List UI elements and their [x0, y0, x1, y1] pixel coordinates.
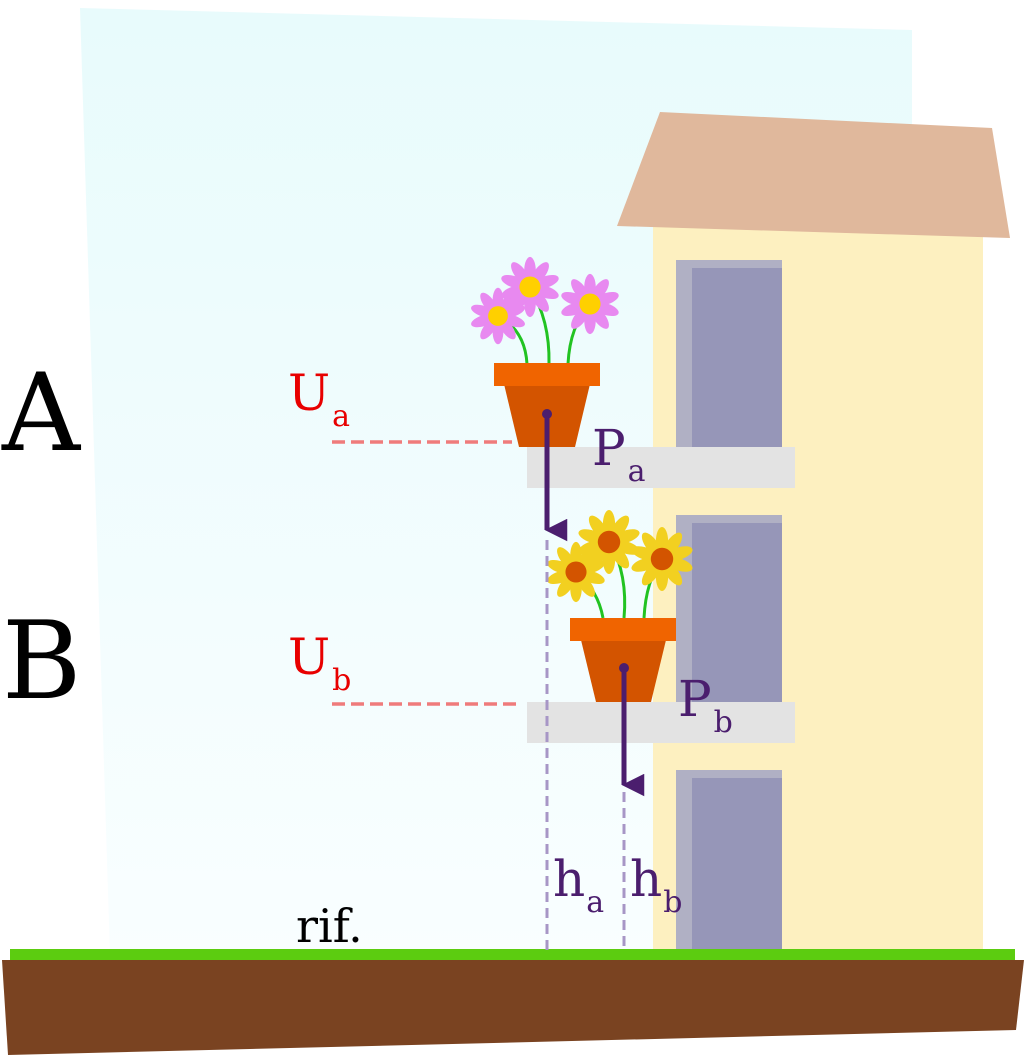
height-subscript: b — [663, 885, 682, 920]
flower-pot-a — [471, 256, 619, 447]
weight-subscript: a — [628, 454, 646, 489]
energy-subscript: b — [332, 663, 351, 698]
pink-daisy-icon — [471, 287, 525, 345]
weight-label-b: Pb — [678, 670, 733, 740]
flower-center — [650, 547, 674, 571]
window-top — [692, 268, 782, 455]
flower-center — [519, 276, 541, 298]
window-bottom — [692, 778, 782, 955]
energy-symbol: U — [288, 628, 330, 686]
level-label-b: B — [2, 599, 81, 724]
flower-center — [579, 293, 601, 315]
balcony-bottom — [527, 702, 795, 743]
flower-center — [488, 306, 508, 326]
height-subscript: a — [586, 885, 604, 920]
pot-rim — [494, 363, 600, 386]
flower-center — [597, 530, 621, 554]
yellow-daisy-icon — [631, 527, 693, 591]
building — [527, 112, 1010, 955]
building-roof — [617, 112, 1010, 238]
reference-label: rif. — [296, 899, 363, 953]
weight-symbol: P — [592, 419, 626, 477]
balcony-top — [527, 447, 795, 488]
pink-daisy-icon — [501, 256, 559, 318]
energy-label-a: Ua — [288, 364, 350, 434]
height-symbol: h — [630, 850, 662, 908]
flower-center — [565, 561, 587, 583]
window-middle — [692, 523, 782, 710]
level-label-a: A — [1, 351, 82, 476]
weight-label-a: Pa — [592, 419, 646, 489]
pot-rim — [570, 618, 676, 641]
weight-subscript: b — [714, 705, 733, 740]
pink-daisy-icon — [561, 273, 619, 335]
height-label-b: hb — [630, 850, 682, 920]
grass-strip — [10, 949, 1015, 961]
weight-vector-a — [542, 409, 568, 542]
height-label-a: ha — [553, 850, 604, 920]
energy-symbol: U — [288, 364, 330, 422]
energy-subscript: a — [332, 399, 350, 434]
energy-label-b: Ub — [288, 628, 351, 698]
weight-vector-b — [619, 663, 645, 797]
weight-symbol: P — [678, 670, 712, 728]
height-symbol: h — [553, 850, 585, 908]
soil — [2, 960, 1024, 1055]
